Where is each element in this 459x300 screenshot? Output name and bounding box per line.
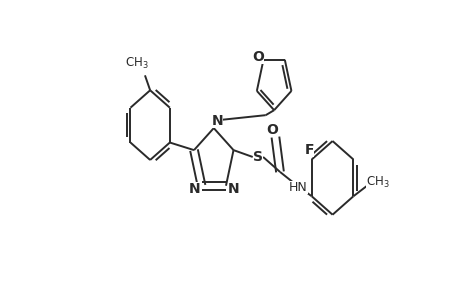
- Text: CH$_3$: CH$_3$: [125, 56, 149, 71]
- Text: CH$_3$: CH$_3$: [366, 175, 389, 190]
- Text: N: N: [211, 114, 223, 128]
- Text: S: S: [252, 150, 263, 164]
- Text: F: F: [304, 143, 313, 158]
- Text: O: O: [266, 123, 278, 136]
- Text: N: N: [227, 182, 239, 196]
- Text: N: N: [188, 182, 200, 196]
- Text: HN: HN: [289, 181, 308, 194]
- Text: O: O: [252, 50, 263, 64]
